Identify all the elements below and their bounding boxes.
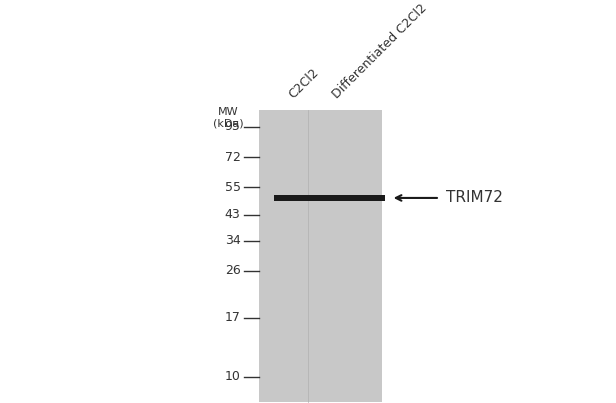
Text: 72: 72: [225, 151, 240, 164]
Text: TRIM72: TRIM72: [446, 191, 503, 206]
Bar: [274, 195, 384, 201]
Text: 95: 95: [225, 120, 240, 133]
Bar: [259, 110, 381, 402]
Text: 26: 26: [225, 264, 240, 277]
Text: 55: 55: [225, 181, 240, 194]
Text: MW
(kDa): MW (kDa): [213, 107, 243, 129]
Text: 10: 10: [225, 370, 240, 383]
Text: C2Cl2: C2Cl2: [286, 66, 322, 102]
Text: Differentiated C2Cl2: Differentiated C2Cl2: [330, 2, 429, 102]
Text: 17: 17: [225, 312, 240, 324]
Text: 34: 34: [225, 234, 240, 247]
Text: 43: 43: [225, 208, 240, 221]
